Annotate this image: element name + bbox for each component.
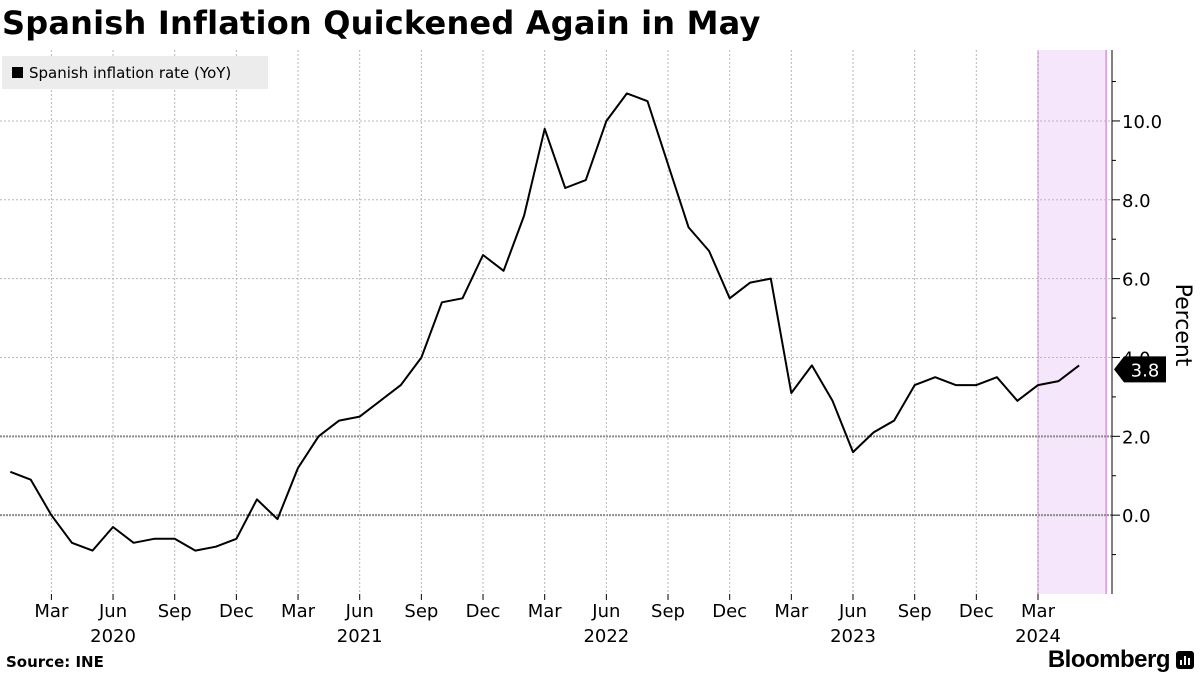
y-tick-label: 6.0 (1122, 270, 1151, 291)
series-line-spanish-inflation (9, 92, 1080, 552)
x-year-label: 2020 (90, 626, 136, 647)
x-tick-label: Dec (959, 601, 994, 622)
highlight-band (1037, 50, 1107, 594)
last-value-callout: 3.8 (1114, 356, 1166, 383)
x-tick-label: Sep (651, 601, 685, 622)
y-tick-label: 10.0 (1122, 112, 1162, 133)
gridlines (0, 50, 1112, 594)
source-note: Source: INE (6, 653, 104, 671)
x-year-label: 2024 (1015, 626, 1061, 647)
x-tick-label: Mar (34, 601, 69, 622)
x-year-label: 2022 (583, 626, 629, 647)
legend-swatch (12, 67, 23, 78)
x-tick-label: Jun (98, 601, 127, 622)
x-axis: Mar Jun Sep Dec Mar Jun Sep Dec Mar Jun Sep Dec Mar J… (34, 594, 1061, 647)
brand-name: Bloomberg (1047, 646, 1171, 673)
series-group (9, 92, 1080, 552)
brand-logo: Bloomberg (1048, 646, 1194, 674)
legend: Spanish inflation rate (YoY) (2, 56, 268, 89)
x-tick-label: Mar (774, 601, 809, 622)
highlight-band-fill (1038, 50, 1107, 594)
x-tick-label: Jun (591, 601, 620, 622)
y-tick-label: 0.0 (1122, 506, 1151, 527)
x-tick-label: Jun (838, 601, 867, 622)
x-tick-label: Mar (281, 601, 316, 622)
x-tick-label: Sep (404, 601, 438, 622)
chart-title: Spanish Inflation Quickened Again in May (2, 4, 761, 42)
y-tick-label: 8.0 (1122, 191, 1151, 212)
x-tick-label: Jun (345, 601, 374, 622)
x-tick-label: Sep (158, 601, 192, 622)
x-tick-label: Dec (712, 601, 747, 622)
x-tick-label: Mar (528, 601, 563, 622)
x-tick-label: Dec (219, 601, 254, 622)
y-axis: 0.02.04.06.08.010.0 (1111, 50, 1162, 594)
x-year-label: 2021 (337, 626, 383, 647)
y-axis-label: Percent (1170, 284, 1195, 367)
callout-tag (1114, 356, 1166, 383)
x-tick-label: Dec (466, 601, 501, 622)
legend-label: Spanish inflation rate (YoY) (29, 63, 232, 82)
x-tick-label: Mar (1021, 601, 1056, 622)
last-value-label: 3.8 (1131, 360, 1160, 381)
x-tick-label: Sep (898, 601, 932, 622)
x-year-label: 2023 (830, 626, 876, 647)
bar-chart-icon (1176, 651, 1194, 669)
y-tick-label: 2.0 (1122, 427, 1151, 448)
